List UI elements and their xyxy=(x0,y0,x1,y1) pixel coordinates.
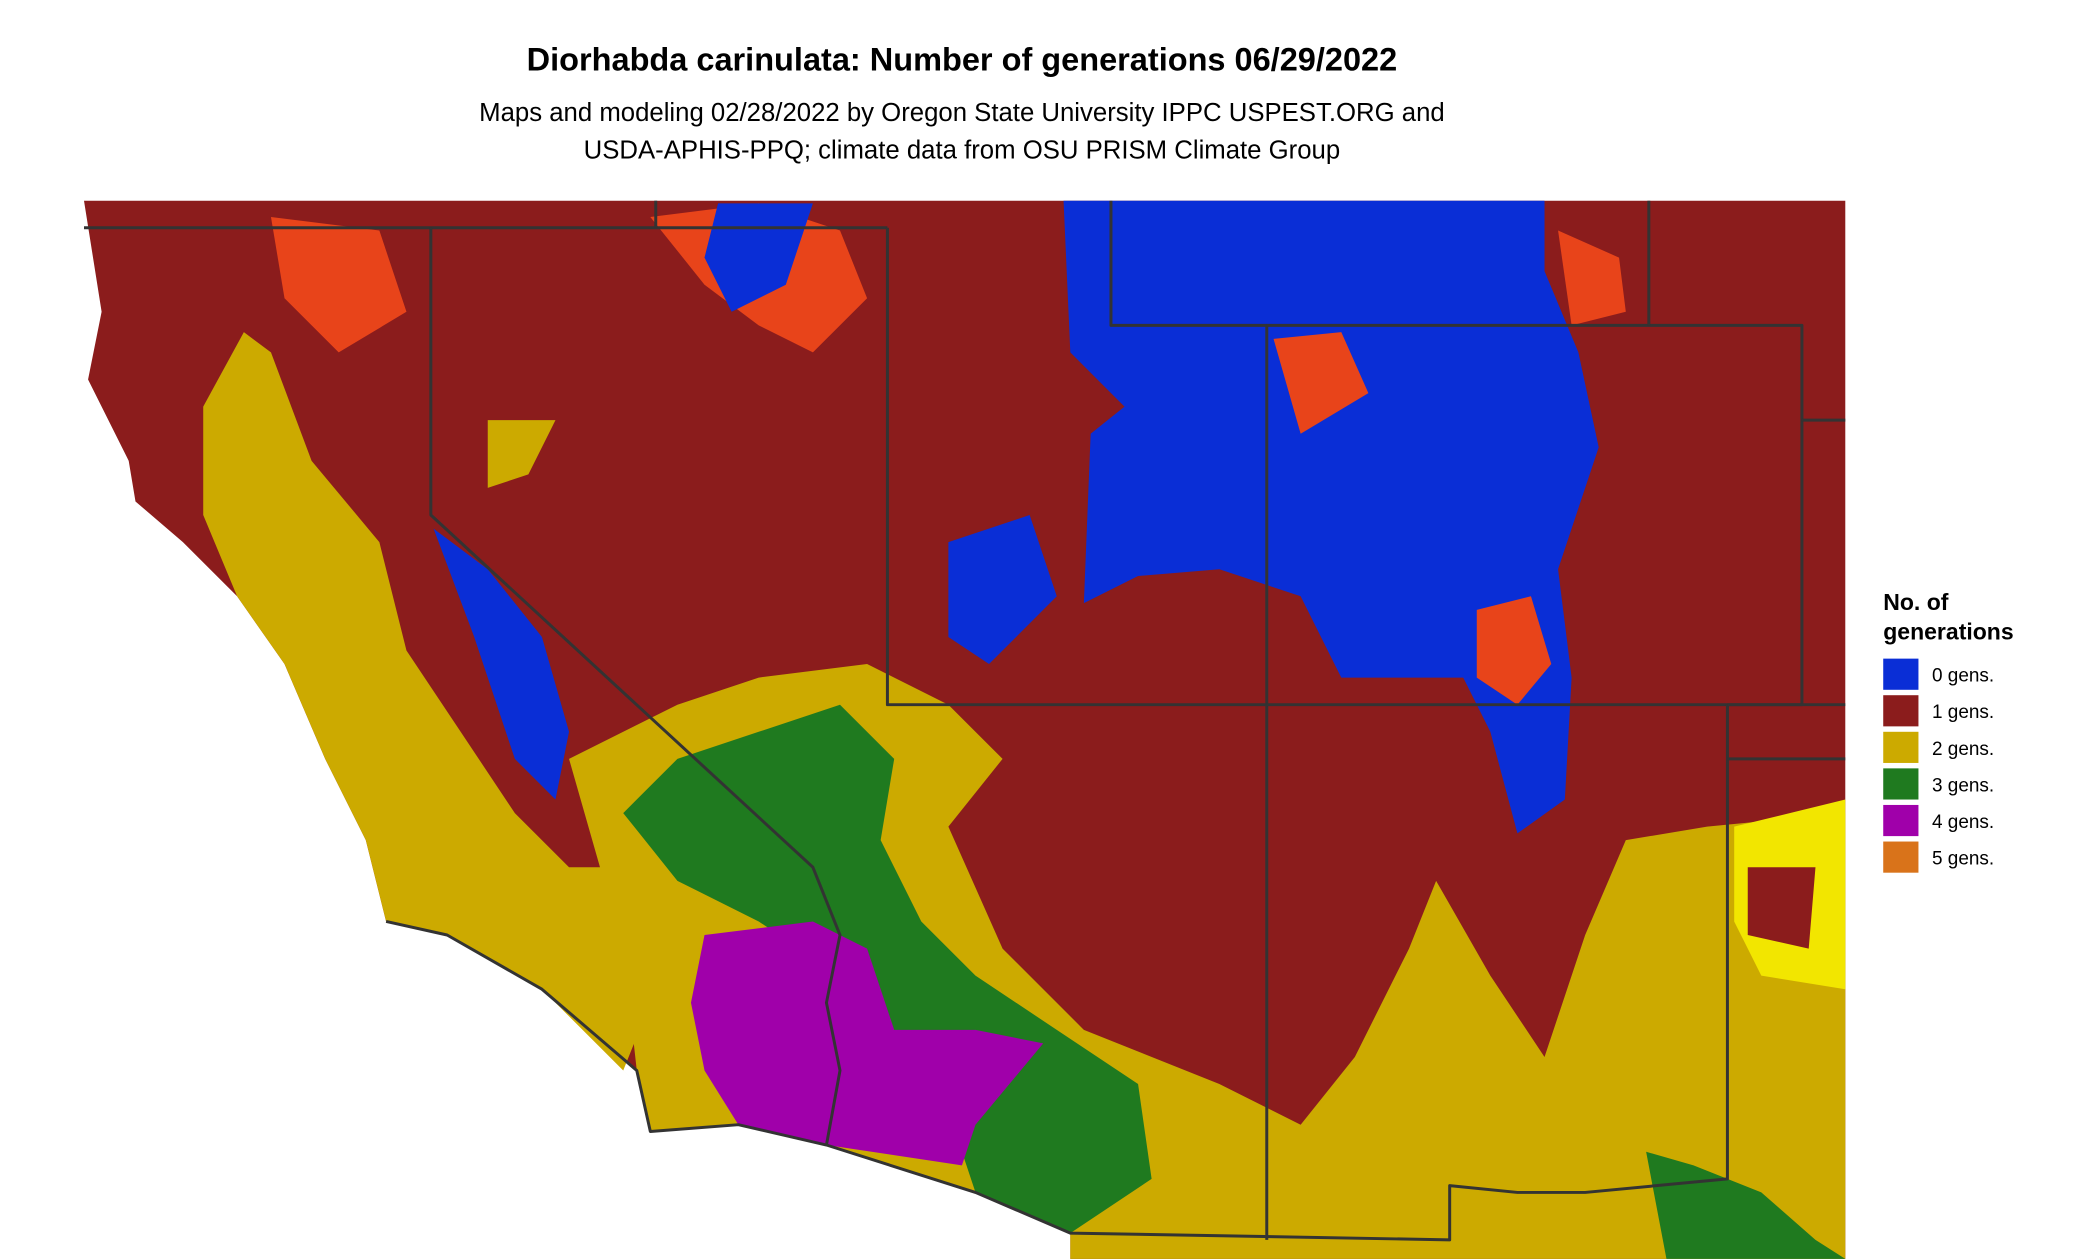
legend-label: 0 gens. xyxy=(1932,666,1994,687)
region xyxy=(487,420,556,488)
title: Diorhabda carinulata: Number of generati… xyxy=(527,42,1398,78)
map xyxy=(84,200,1846,1259)
region xyxy=(690,921,1044,1166)
legend-title: No. of xyxy=(1883,589,1949,615)
legend-swatch xyxy=(1883,841,1919,873)
legend-swatch xyxy=(1883,658,1919,690)
region xyxy=(1476,596,1552,705)
legend-swatch xyxy=(1883,695,1919,727)
legend-label: 5 gens. xyxy=(1932,849,1994,870)
legend-swatch xyxy=(1883,768,1919,800)
subtitle: USDA-APHIS-PPQ; climate data from OSU PR… xyxy=(584,137,1341,165)
legend-label: 3 gens. xyxy=(1932,775,1994,796)
region xyxy=(623,704,1152,1234)
region xyxy=(1273,332,1369,434)
state-border xyxy=(1109,200,1269,705)
legend-label: 2 gens. xyxy=(1932,739,1994,760)
region xyxy=(948,515,1057,665)
state-border xyxy=(429,227,842,1146)
legend-swatch xyxy=(1883,804,1919,837)
region xyxy=(704,203,813,312)
region xyxy=(203,332,678,1085)
region xyxy=(1646,1151,1846,1259)
region xyxy=(433,528,570,800)
state-border xyxy=(1266,323,1804,707)
region xyxy=(270,216,407,353)
legend-label: 1 gens. xyxy=(1932,702,1994,723)
state-border xyxy=(385,704,1729,1242)
region xyxy=(1063,200,1599,834)
legend-swatch xyxy=(1883,731,1919,763)
region xyxy=(1747,867,1816,949)
legend: No. of generations 0 gens. 1 gens. 2 gens.… xyxy=(1883,589,2014,873)
region xyxy=(1558,230,1626,326)
legend-label: 4 gens. xyxy=(1932,812,1994,833)
state-border xyxy=(885,227,1269,1240)
subtitle: Maps and modeling 02/28/2022 by Oregon S… xyxy=(479,99,1445,127)
legend-title: generations xyxy=(1883,619,2013,645)
